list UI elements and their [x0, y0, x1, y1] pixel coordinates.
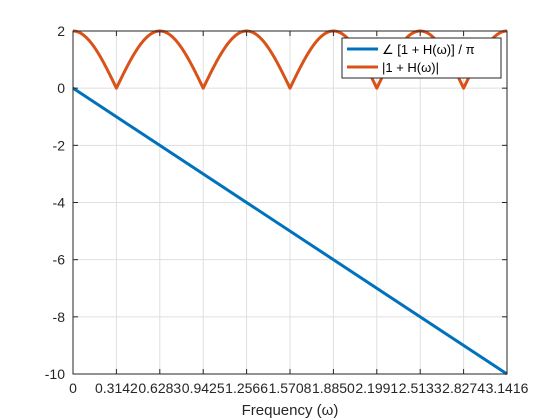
- y-tick-label: -10: [45, 366, 65, 382]
- x-tick-label: 0.6283: [138, 380, 181, 396]
- legend-label-phase: ∠ [1 + H(ω)] / π: [382, 42, 475, 57]
- x-tick-label: 3.1416: [486, 380, 529, 396]
- x-tick-label: 2.8274: [442, 380, 485, 396]
- x-axis-ticks: 0 0.3142 0.6283 0.9425 1.2566 1.5708 1.8850 2.1…: [69, 31, 529, 396]
- y-tick-label: -4: [53, 195, 66, 211]
- x-tick-label: 1.5708: [269, 380, 312, 396]
- y-tick-label: -8: [53, 309, 66, 325]
- y-tick-label: 2: [57, 23, 65, 39]
- x-tick-label: 2.5133: [399, 380, 442, 396]
- y-axis-ticks: 2 0 -2 -4 -6 -8 -10: [45, 23, 507, 382]
- y-tick-label: -6: [53, 252, 66, 268]
- x-tick-label: 0.9425: [182, 380, 225, 396]
- legend: ∠ [1 + H(ω)] / π |1 + H(ω)|: [341, 37, 502, 79]
- x-tick-label: 2.1991: [355, 380, 398, 396]
- x-axis-label: Frequency (ω): [242, 402, 339, 419]
- legend-label-magnitude: |1 + H(ω)|: [382, 60, 439, 75]
- y-tick-label: -2: [53, 137, 66, 153]
- x-tick-label: 0.3142: [95, 380, 138, 396]
- x-tick-label: 0: [69, 380, 77, 396]
- x-tick-label: 1.8850: [312, 380, 355, 396]
- x-tick-label: 1.2566: [225, 380, 268, 396]
- legend-box: [341, 37, 502, 79]
- series-line-phase: [72, 86, 508, 376]
- y-tick-label: 0: [57, 80, 65, 96]
